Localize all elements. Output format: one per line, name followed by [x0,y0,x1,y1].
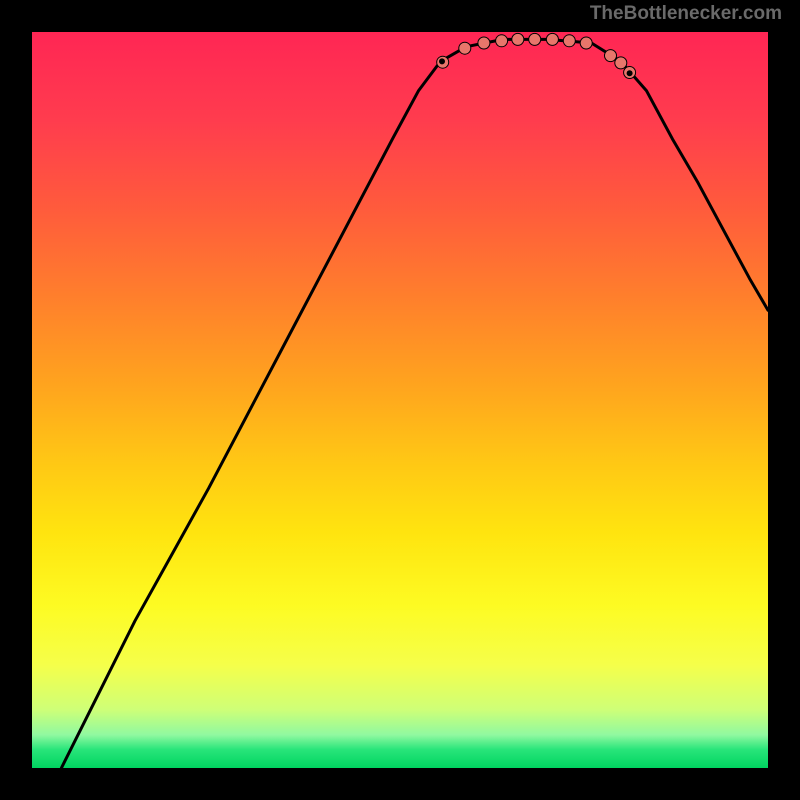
curve-marker [459,42,471,54]
watermark-text: TheBottlenecker.com [590,3,782,25]
curve-marker [546,33,558,45]
bottleneck-curve [61,39,768,768]
curve-marker [478,37,490,49]
curve-marker [605,50,617,62]
curve-marker [529,33,541,45]
curve-marker [512,33,524,45]
curve-marker [580,37,592,49]
plot-area [32,32,768,768]
curve-marker [496,35,508,47]
curve-endpoint-dot [439,58,445,64]
curve-marker [615,57,627,69]
chart-overlay [32,32,768,768]
curve-endpoints [439,58,633,76]
curve-marker [563,35,575,47]
curve-markers [437,33,636,78]
curve-endpoint-dot [627,70,633,76]
